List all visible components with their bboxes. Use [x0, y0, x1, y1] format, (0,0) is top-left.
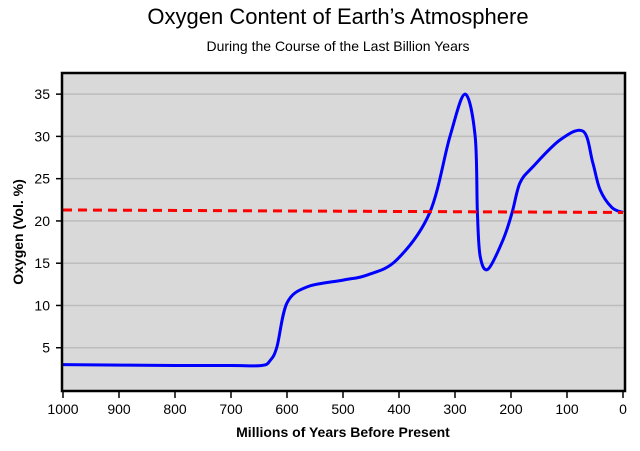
x-tick-label: 100 — [555, 401, 579, 417]
y-tick-label: 10 — [34, 297, 50, 313]
y-axis-label: Oxygen (Vol. %) — [10, 179, 26, 285]
oxygen-series-line — [62, 92, 624, 368]
x-tick-label: 300 — [443, 401, 467, 417]
reference-line-present-oxygen — [62, 208, 624, 214]
x-tick-label: 0 — [619, 401, 627, 417]
x-tick-label: 700 — [219, 401, 243, 417]
y-tick-label: 30 — [34, 128, 50, 144]
chart-subtitle: During the Course of the Last Billion Ye… — [206, 38, 469, 54]
x-tick-label: 600 — [275, 401, 299, 417]
x-tick-label: 1000 — [47, 401, 78, 417]
x-tick-label: 900 — [107, 401, 131, 417]
y-tick-label: 5 — [42, 340, 50, 356]
x-tick-label: 800 — [163, 401, 187, 417]
chart-title: Oxygen Content of Earth’s Atmosphere — [147, 4, 528, 29]
x-tick-label: 400 — [387, 401, 411, 417]
plot-area — [62, 73, 625, 391]
y-tick-label: 35 — [34, 86, 50, 102]
y-tick-label: 25 — [34, 171, 50, 187]
x-tick-label: 200 — [499, 401, 523, 417]
x-axis-label: Millions of Years Before Present — [236, 424, 450, 440]
y-tick-label: 15 — [34, 255, 50, 271]
y-tick-label: 20 — [34, 213, 50, 229]
x-tick-label: 500 — [331, 401, 355, 417]
